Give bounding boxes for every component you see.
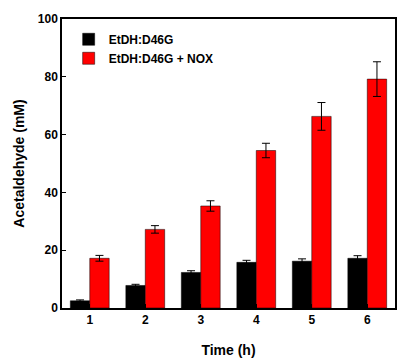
svg-text:EtDH:D46G + NOX: EtDH:D46G + NOX (109, 52, 213, 66)
svg-text:6: 6 (364, 313, 371, 327)
svg-text:60: 60 (44, 128, 58, 142)
svg-text:3: 3 (197, 313, 204, 327)
svg-text:0: 0 (51, 301, 58, 315)
svg-text:Acetaldehyde (mM): Acetaldehyde (mM) (11, 99, 27, 227)
svg-text:EtDH:D46G: EtDH:D46G (109, 33, 174, 47)
svg-text:80: 80 (44, 70, 58, 84)
svg-text:40: 40 (44, 186, 58, 200)
svg-text:100: 100 (38, 12, 58, 26)
svg-text:20: 20 (44, 243, 58, 257)
svg-text:4: 4 (253, 313, 260, 327)
svg-text:2: 2 (142, 313, 149, 327)
svg-text:1: 1 (86, 313, 93, 327)
svg-text:5: 5 (308, 313, 315, 327)
svg-text:Time (h): Time (h) (201, 342, 255, 358)
